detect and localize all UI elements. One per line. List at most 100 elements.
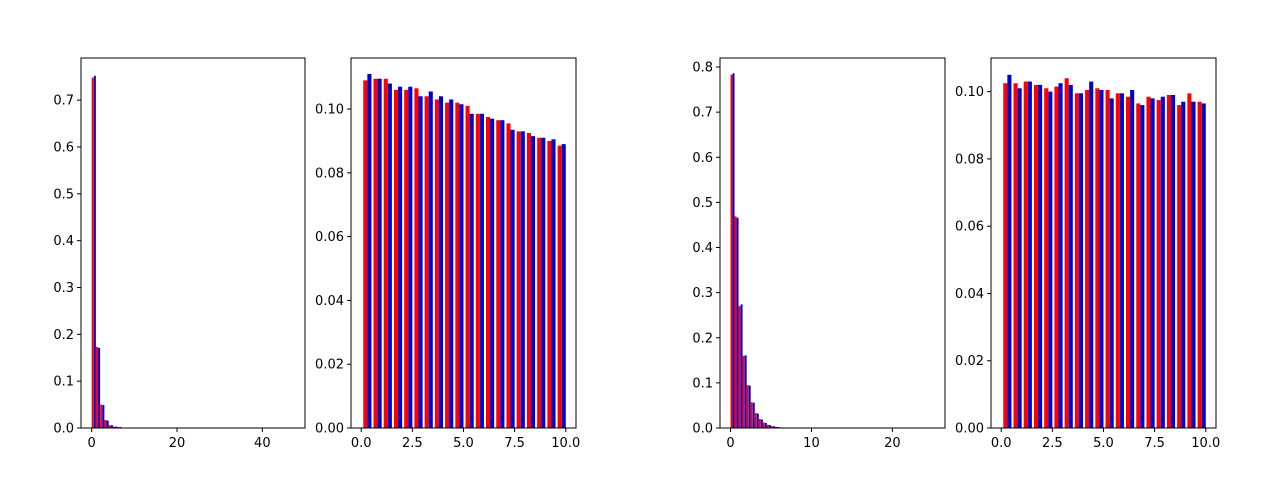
bar-s1-16 [516, 131, 521, 429]
bar-s1-5 [404, 89, 409, 429]
bar-s1-17 [526, 132, 531, 428]
bar-s2-12 [1119, 93, 1124, 429]
y-tick-label: 0.02 [955, 354, 984, 369]
bar-s1-18 [1177, 105, 1182, 428]
axes-frame [719, 57, 946, 429]
bar-s2-4 [398, 86, 403, 428]
bar-s1-17 [1166, 95, 1171, 428]
x-tick-label: 5.0 [1093, 436, 1114, 451]
y-tick-label: 0.10 [955, 85, 984, 100]
bar-s1-16 [1156, 100, 1161, 428]
bar-s2-16 [520, 131, 525, 429]
y-tick-label: 0.06 [955, 220, 984, 235]
y-tick-label: 0.5 [692, 196, 713, 211]
bar-s2-20 [561, 144, 566, 428]
bar-s1-1 [730, 74, 733, 428]
bar-s2-1 [1007, 74, 1012, 429]
y-tick-label: 0.0 [53, 422, 74, 437]
bar-s1-2 [1013, 83, 1018, 429]
bar-s1-5 [108, 425, 111, 428]
x-tick-label: 20 [884, 436, 901, 451]
bar-s1-6 [113, 426, 116, 428]
bar-s1-2 [734, 216, 737, 428]
bar-s2-17 [531, 136, 536, 428]
x-tick-label: 5.0 [453, 436, 474, 451]
bar-s1-19 [1187, 93, 1192, 429]
bar-s2-8 [1078, 93, 1084, 429]
y-tick-label: 0.4 [692, 241, 713, 256]
bar-s2-5 [408, 86, 413, 428]
y-tick-label: 0.3 [692, 286, 713, 301]
bar-s2-7 [756, 413, 759, 428]
bar-s2-1 [732, 73, 735, 428]
bar-s1-1 [1003, 83, 1008, 429]
bar-s1-4 [742, 355, 745, 428]
bar-s2-14 [1140, 105, 1145, 428]
bar-s1-15 [506, 123, 511, 428]
bar-s2-7 [428, 91, 433, 428]
y-tick-label: 0.10 [315, 103, 344, 118]
bar-s1-13 [1126, 96, 1131, 428]
subplot-1: 0 20 40 0.0 0.1 0.2 0.3 0.4 0.5 0.6 0.7 [53, 57, 306, 451]
y-tick-label: 0.1 [692, 376, 713, 391]
bar-s2-16 [1160, 96, 1165, 428]
y-tick-label: 0.7 [692, 106, 713, 121]
bar-s2-10 [1099, 89, 1104, 429]
bar-s2-7 [1068, 84, 1073, 428]
bar-s1-12 [775, 426, 777, 428]
bar-s2-4 [106, 420, 109, 428]
bar-s1-10 [455, 102, 460, 428]
bar-s2-6 [418, 96, 423, 428]
bar-s1-8 [434, 99, 439, 428]
bar-s2-10 [459, 104, 464, 428]
bar-s1-6 [414, 88, 419, 428]
bar-s2-11 [1109, 98, 1114, 428]
bar-s2-3 [387, 83, 392, 428]
bar-s1-2 [373, 78, 378, 428]
x-tick-label: 2.5 [1042, 436, 1063, 451]
bar-s2-6 [752, 402, 755, 428]
bar-s1-3 [738, 306, 741, 428]
y-tick-label: 0.3 [53, 281, 74, 296]
bar-s1-14 [496, 120, 501, 428]
bar-s2-5 [1048, 91, 1053, 429]
bar-s1-4 [104, 420, 107, 428]
x-tick-label: 7.5 [504, 436, 525, 451]
bar-s2-19 [1191, 101, 1196, 429]
y-tick-label: 0.08 [315, 166, 344, 181]
bar-s1-6 [750, 402, 753, 428]
bar-s1-11 [770, 426, 773, 428]
y-tick-label: 0.0 [692, 422, 713, 437]
subplot-2: 0.0 2.5 5.0 7.5 10.0 0.00 0.02 0.04 0.06 0.08 0.10 [315, 57, 580, 451]
x-tick-label: 20 [169, 436, 186, 451]
bar-s1-8 [758, 418, 761, 428]
x-tick-label: 0 [726, 436, 734, 451]
y-tick-label: 0.1 [53, 375, 74, 390]
bar-s1-13 [486, 117, 491, 429]
x-tick-label: 2.5 [402, 436, 423, 451]
y-tick-label: 0.06 [315, 230, 344, 245]
bar-s2-4 [1038, 84, 1043, 428]
bar-s1-10 [766, 424, 769, 428]
bar-s1-11 [465, 105, 470, 429]
axes-frame [80, 57, 306, 429]
bar-s2-13 [490, 118, 495, 428]
bar-s2-5 [110, 425, 113, 428]
x-tick-label: 0.0 [351, 436, 372, 451]
bar-s2-12 [479, 113, 484, 428]
bar-s1-5 [1044, 88, 1049, 428]
x-tick-label: 10.0 [1191, 436, 1220, 451]
bar-s2-2 [1017, 88, 1022, 428]
bar-s2-20 [1201, 103, 1206, 428]
subplot-3: 0 10 20 0.0 0.1 0.2 0.3 0.4 0.5 0.6 0.7 0.8 [692, 57, 946, 451]
y-tick-label: 0.6 [53, 140, 74, 155]
bar-s2-15 [510, 129, 515, 428]
bar-s2-10 [768, 425, 771, 428]
bar-s1-5 [746, 385, 749, 428]
bar-s2-15 [1150, 98, 1155, 428]
bar-s1-9 [1085, 89, 1090, 429]
x-tick-label: 0.0 [991, 436, 1012, 451]
bar-s2-18 [541, 137, 546, 428]
y-tick-label: 0.8 [692, 61, 713, 76]
